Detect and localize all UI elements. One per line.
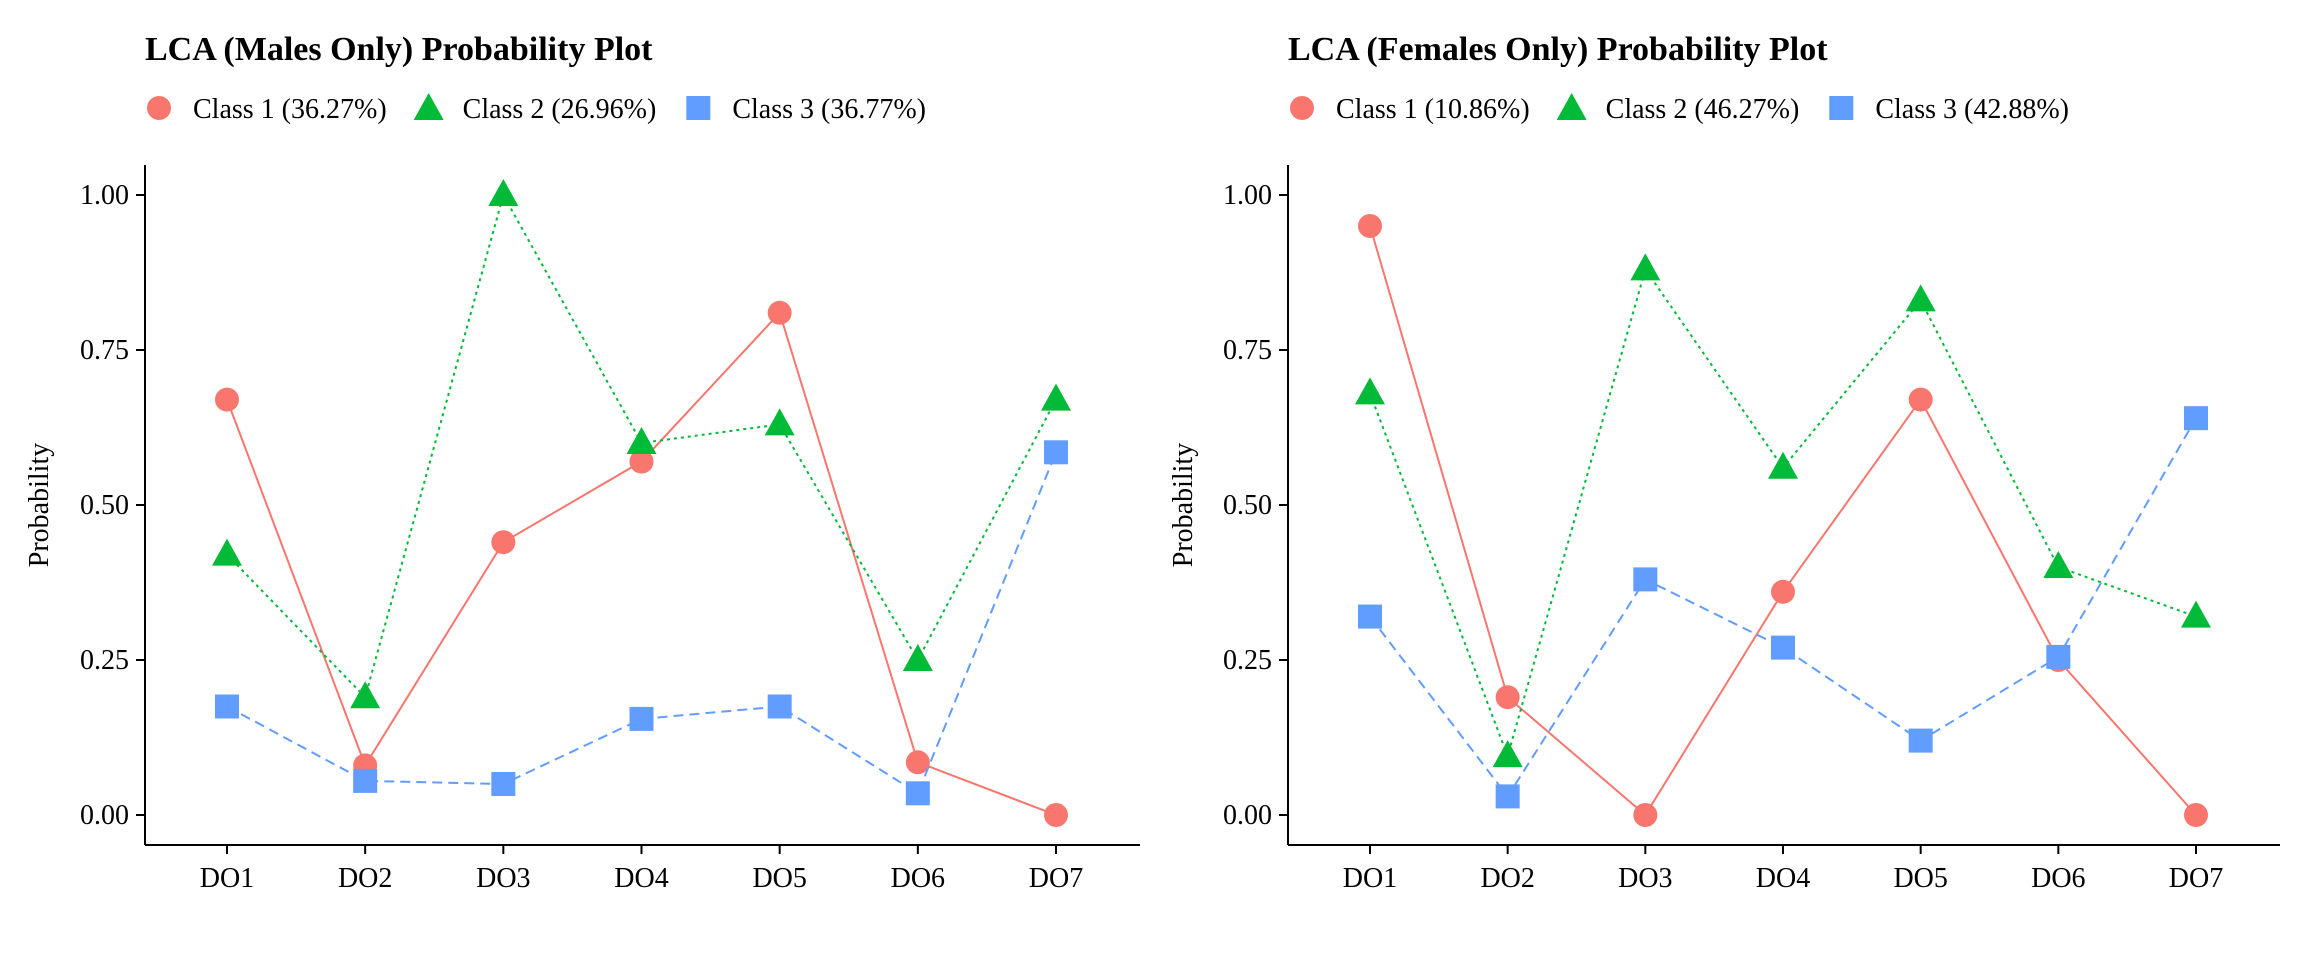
chart-title: LCA (Males Only) Probability Plot [145,31,653,68]
legend-label: Class 1 (10.86%) [1336,94,1530,125]
y-tick-label: 0.00 [1223,800,1272,831]
chart-title: LCA (Females Only) Probability Plot [1288,31,1828,68]
y-tick-label: 1.00 [80,180,129,211]
data-point-triangle [488,179,519,206]
x-tick-label: DO3 [476,863,530,894]
data-point-circle [2184,803,2208,827]
x-tick-label: DO7 [2169,863,2223,894]
x-tick-label: DO5 [1893,863,1947,894]
series-line [226,310,1057,816]
data-point-triangle [1355,377,1385,405]
legend-item-class-2: Class 2 (46.27%) [1556,93,1800,125]
data-point-circle [767,300,792,325]
data-point-triangle [1041,383,1071,411]
legend-triangle-marker [1556,93,1587,120]
data-point-triangle [350,681,381,709]
data-point-square [767,694,792,719]
legend-triangle-marker [413,93,444,120]
legend-item-class-3: Class 3 (36.77%) [686,94,926,125]
x-tick-label: DO4 [614,863,668,894]
y-tick-label: 0.25 [80,645,129,676]
y-tick-label: 0.25 [1223,645,1272,676]
data-point-square [1495,784,1520,809]
data-point-circle [1044,803,1068,827]
legend-circle-marker [147,96,171,120]
x-tick-label: DO2 [1480,863,1534,894]
data-point-triangle [764,408,795,436]
data-point-square [353,768,378,793]
series-class-1 [215,300,1068,827]
data-point-circle [1358,214,1382,238]
x-tick-label: DO2 [338,863,392,894]
data-point-triangle [2181,600,2211,628]
data-point-triangle [626,427,657,454]
legend-item-class-3: Class 3 (42.88%) [1829,94,2069,125]
data-point-circle [905,750,930,775]
series-line [1369,267,2197,760]
series-class-1 [1358,214,2208,827]
data-point-circle [1908,387,1933,412]
y-axis-title: Probability [1168,443,1199,567]
legend-square-marker [686,96,711,120]
x-tick-label: DO1 [1343,863,1397,894]
legend-label: Class 1 (36.27%) [193,94,387,125]
data-point-square [2184,406,2208,431]
x-tick-label: DO1 [200,863,254,894]
y-tick-label: 0.00 [80,800,129,831]
data-point-circle [1633,803,1658,827]
data-point-square [491,772,516,796]
data-point-square [1908,728,1933,753]
data-point-circle [629,449,654,474]
legend-label: Class 3 (36.77%) [732,94,926,125]
data-point-square [1358,604,1382,629]
series-class-2 [212,179,1071,709]
y-tick-label: 0.75 [1223,335,1272,366]
data-point-circle [491,530,516,555]
series-line [226,451,1057,795]
x-tick-label: DO6 [891,863,945,894]
data-point-triangle [212,538,242,566]
legend-item-class-1: Class 1 (10.86%) [1290,94,1530,125]
males-probability-plot: LCA (Males Only) Probability Plot Class 1… [24,31,1140,894]
y-tick-label: 0.75 [80,335,129,366]
series-class-3 [1358,406,2208,809]
x-tick-label: DO7 [1029,863,1083,894]
y-axis-title: Probability [24,443,55,567]
series-class-3 [215,440,1068,806]
data-point-square [1044,440,1068,465]
legend-label: Class 3 (42.88%) [1875,94,2069,125]
y-tick-label: 1.00 [1223,180,1272,211]
data-point-square [215,694,239,719]
series-line [1369,225,2197,817]
data-point-square [905,781,930,806]
x-tick-label: DO5 [752,863,806,894]
data-point-square [1633,567,1658,592]
legend-square-marker [1829,96,1854,120]
data-point-square [2046,644,2071,669]
data-point-circle [1771,579,1795,604]
data-point-square [629,706,654,731]
x-tick-label: DO4 [1756,863,1810,894]
legend-item-class-1: Class 1 (36.27%) [147,94,387,125]
x-tick-label: DO3 [1618,863,1672,894]
data-point-triangle [1905,284,1936,312]
legend-label: Class 2 (46.27%) [1606,94,1800,125]
data-point-circle [1495,685,1520,710]
data-point-triangle [1630,253,1661,281]
y-tick-label: 0.50 [80,490,129,521]
data-point-square [1771,635,1795,660]
data-point-triangle [902,644,933,671]
legend-item-class-2: Class 2 (26.96%) [413,93,657,125]
females-probability-plot: LCA (Females Only) Probability Plot Class… [1168,31,2280,894]
data-point-triangle [1492,740,1523,768]
data-point-triangle [2043,551,2074,578]
series-class-2 [1355,253,2211,768]
data-point-triangle [1768,451,1798,479]
y-tick-label: 0.50 [1223,490,1272,521]
x-tick-label: DO6 [2031,863,2085,894]
legend-circle-marker [1290,96,1314,120]
data-point-circle [215,387,239,412]
legend-label: Class 2 (26.96%) [463,94,657,125]
